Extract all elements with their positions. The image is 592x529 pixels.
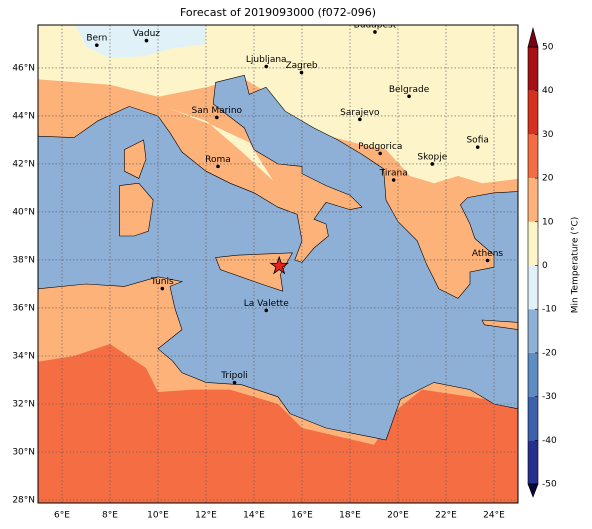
colorbar-segment [528,352,538,397]
island [481,319,518,330]
x-tick-label: 24°E [483,511,505,521]
colorbar-segment [528,440,538,484]
colorbar-tick-label: -50 [542,480,557,490]
city-dot [391,178,396,182]
map-frame [37,24,519,504]
colorbar-tick-label: 30 [542,130,554,140]
city-dot [232,380,237,385]
city-dot [95,43,99,47]
city-dot [299,70,304,75]
colorbar-segment [528,178,538,222]
island [215,252,293,292]
colorbar-label: Min Temperature (°C) [571,217,581,314]
y-tick-label: 32°N [12,399,35,409]
city-label: Athens [472,249,503,259]
alpine-snow [75,25,206,59]
colorbar-tick-label: -20 [542,348,557,358]
city-dot [215,115,219,120]
x-tick-label: 18°E [339,511,361,521]
y-tick-label: 40°N [12,207,35,217]
city-label: Tirana [379,169,408,179]
city-dot [430,162,435,166]
city-label: Vaduz [133,29,160,39]
x-tick-label: 8°E [102,511,118,521]
city-label: Sarajevo [340,108,380,118]
city-label: Podgorica [358,142,402,152]
city-label: Roma [205,155,231,165]
city-dot [378,151,383,156]
city-label: Tunis [150,277,174,287]
x-tick-label: 6°E [54,511,70,521]
city-dot [216,164,220,169]
city-dot [264,64,269,69]
y-tick-label: 36°N [12,303,35,313]
city-label: Tripoli [220,371,248,381]
city-label: Belgrade [389,85,430,95]
city-dot [373,30,377,34]
city-label: Skopje [417,152,447,162]
city-dot [358,117,362,122]
y-tick-label: 42°N [12,159,35,169]
y-tick-label: 34°N [12,351,35,361]
city-dot [475,145,480,149]
y-tick-label: 44°N [12,111,35,121]
colorbar-segment [528,90,538,135]
city-dot [264,308,269,313]
city-dot [160,286,165,291]
colorbar-tick-label: -30 [542,392,557,402]
city-label: San Marino [192,106,243,116]
colorbar-tick-label: 10 [542,217,554,227]
city-label: Ljubljana [246,55,287,65]
colorbar-tick-label: 40 [542,86,554,96]
x-tick-label: 16°E [291,511,313,521]
event-marker [269,255,289,275]
x-tick-label: 20°E [387,511,409,521]
city-dot [407,94,411,99]
colorbar-segment [528,265,538,310]
y-tick-label: 28°N [12,495,35,505]
colorbar-under [527,483,539,498]
city-label: Bern [86,34,107,44]
colorbar-segment [528,396,538,441]
city-dot [485,258,490,263]
y-tick-label: 30°N [12,447,35,457]
city-label: Sofia [466,136,488,146]
x-tick-label: 12°E [195,511,217,521]
colorbar-tick-label: 50 [542,43,554,53]
city-label: La Valette [244,299,289,309]
city-label: Zagreb [285,61,317,71]
y-tick-label: 38°N [12,255,35,265]
x-tick-label: 14°E [243,511,265,521]
colorbar-tick-label: 20 [542,174,554,184]
city-label: Budapest [354,20,397,30]
x-tick-label: 10°E [147,511,169,521]
colorbar-segment [528,309,538,353]
island [124,139,147,179]
colorbar-segment [528,134,538,179]
colorbar-tick-label: -10 [542,305,557,315]
y-tick-label: 46°N [12,63,35,73]
title: Forecast of 2019093000 (f072-096) [180,6,376,19]
colorbar-segment [528,47,538,91]
colorbar-over [527,26,539,48]
colorbar-tick-label: 0 [542,261,548,271]
colorbar-segment [528,221,538,266]
island [119,182,154,237]
city-dot [144,38,149,43]
x-tick-label: 22°E [435,511,457,521]
colorbar-tick-label: -40 [542,436,557,446]
